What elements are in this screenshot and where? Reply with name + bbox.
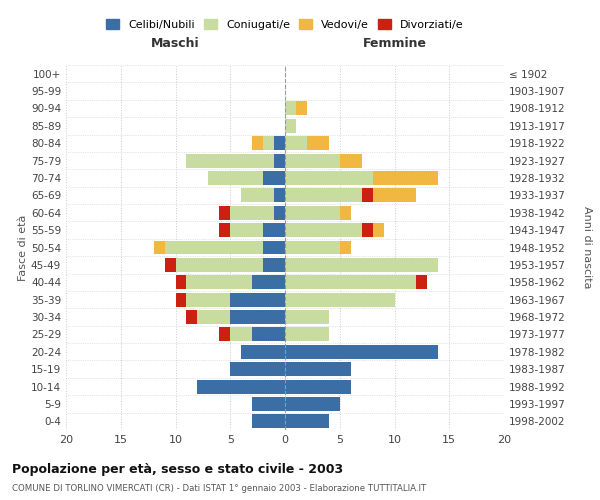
Bar	[362, 223, 373, 237]
Bar	[274, 188, 285, 202]
Bar	[164, 240, 263, 254]
Bar	[285, 136, 307, 150]
Bar	[241, 188, 274, 202]
Bar	[230, 292, 285, 306]
Bar	[263, 240, 285, 254]
Text: Femmine: Femmine	[362, 38, 427, 51]
Text: Popolazione per età, sesso e stato civile - 2003: Popolazione per età, sesso e stato civil…	[12, 462, 343, 475]
Bar	[285, 328, 329, 342]
Bar	[176, 292, 187, 306]
Bar	[285, 276, 416, 289]
Bar	[307, 136, 329, 150]
Bar	[362, 188, 373, 202]
Bar	[274, 206, 285, 220]
Bar	[164, 258, 176, 272]
Bar	[263, 171, 285, 185]
Bar	[187, 310, 197, 324]
Bar	[285, 414, 329, 428]
Bar	[230, 310, 285, 324]
Legend: Celibi/Nubili, Coniugati/e, Vedovi/e, Divorziati/e: Celibi/Nubili, Coniugati/e, Vedovi/e, Di…	[103, 16, 467, 34]
Bar	[230, 328, 252, 342]
Bar	[176, 258, 263, 272]
Y-axis label: Fasce di età: Fasce di età	[18, 214, 28, 280]
Bar	[176, 276, 187, 289]
Bar	[296, 102, 307, 116]
Bar	[285, 102, 296, 116]
Bar	[220, 328, 230, 342]
Bar	[285, 154, 340, 168]
Bar	[220, 206, 230, 220]
Bar	[285, 397, 340, 411]
Bar	[187, 154, 274, 168]
Bar	[373, 223, 383, 237]
Y-axis label: Anni di nascita: Anni di nascita	[582, 206, 592, 289]
Bar	[340, 240, 350, 254]
Bar	[274, 136, 285, 150]
Bar	[154, 240, 164, 254]
Bar	[285, 380, 350, 394]
Bar	[208, 171, 263, 185]
Bar	[285, 119, 296, 133]
Bar	[285, 240, 340, 254]
Bar	[230, 223, 263, 237]
Bar	[285, 206, 340, 220]
Text: Maschi: Maschi	[151, 38, 200, 51]
Bar	[187, 276, 252, 289]
Bar	[241, 345, 285, 358]
Bar	[285, 223, 362, 237]
Bar	[373, 188, 416, 202]
Bar	[285, 292, 395, 306]
Bar	[220, 223, 230, 237]
Bar	[230, 206, 274, 220]
Bar	[197, 310, 230, 324]
Bar	[263, 136, 274, 150]
Bar	[252, 276, 285, 289]
Bar	[230, 362, 285, 376]
Text: COMUNE DI TORLINO VIMERCATI (CR) - Dati ISTAT 1° gennaio 2003 - Elaborazione TUT: COMUNE DI TORLINO VIMERCATI (CR) - Dati …	[12, 484, 426, 493]
Bar	[263, 258, 285, 272]
Bar	[252, 414, 285, 428]
Bar	[197, 380, 285, 394]
Bar	[373, 171, 438, 185]
Bar	[285, 362, 350, 376]
Bar	[187, 292, 230, 306]
Bar	[252, 397, 285, 411]
Bar	[252, 136, 263, 150]
Bar	[252, 328, 285, 342]
Bar	[416, 276, 427, 289]
Bar	[285, 345, 438, 358]
Bar	[285, 258, 438, 272]
Bar	[340, 206, 350, 220]
Bar	[285, 188, 362, 202]
Bar	[263, 223, 285, 237]
Bar	[340, 154, 362, 168]
Bar	[285, 171, 373, 185]
Bar	[274, 154, 285, 168]
Bar	[285, 310, 329, 324]
